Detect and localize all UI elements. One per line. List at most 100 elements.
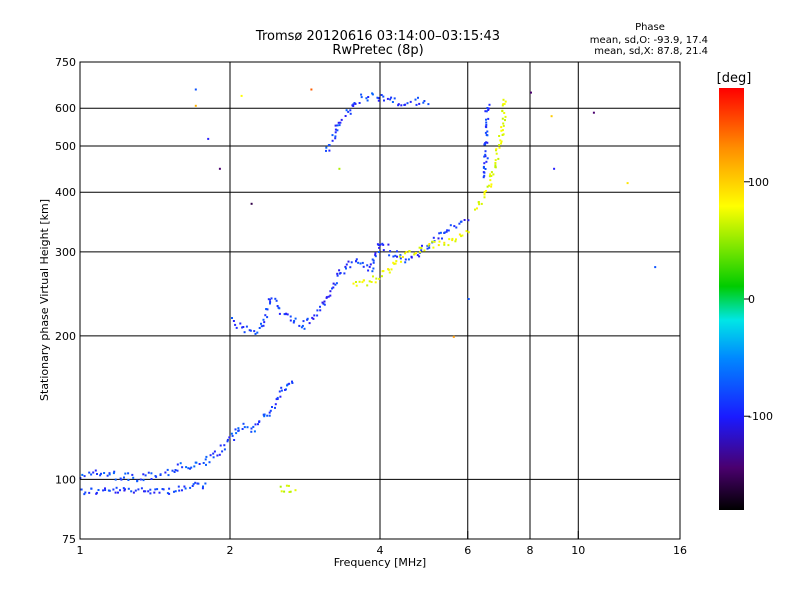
echo-point [423,249,426,252]
echo-point [386,97,389,100]
echo-point [484,168,487,170]
echo-point [268,411,271,414]
echo-point [404,261,407,264]
echo-point [375,277,378,280]
echo-point [371,93,374,96]
noise-point [592,111,595,114]
echo-point [433,240,436,243]
noise-point [338,167,341,170]
colorbar [719,88,744,510]
echo-point [365,97,368,100]
echo-point [104,487,106,490]
echo-point [432,236,435,239]
data-points [79,88,657,496]
echo-point [287,484,290,487]
echo-point [90,487,93,490]
echo-point [421,244,423,247]
echo-point [88,471,91,474]
echo-point [488,103,491,106]
echo-point [143,490,145,493]
echo-point [253,430,256,433]
echo-point [451,237,454,240]
echo-point [114,478,117,481]
echo-point [155,475,158,478]
echo-point [241,428,244,430]
noise-point [218,167,221,170]
echo-point [96,473,98,475]
echo-point [439,231,442,234]
echo-point [377,97,380,100]
echo-point [401,256,404,258]
noise-point [654,266,657,269]
echo-point [438,232,441,235]
echo-point [488,184,490,187]
echo-point [368,265,371,268]
echo-point [81,473,84,476]
echo-point [221,450,224,453]
echo-point [499,139,502,142]
echo-point [177,485,180,488]
echo-point [243,331,246,334]
echo-point [343,272,346,275]
echo-point [454,240,457,243]
echo-point [139,478,142,481]
x-tick-label: 16 [673,544,687,557]
echo-point [345,263,348,266]
echo-point [428,246,431,249]
echo-point [136,480,139,483]
echo-point [378,246,381,249]
echo-point [279,485,282,488]
echo-point [325,149,327,152]
echo-point [283,490,286,493]
echo-point [366,264,369,267]
echo-point [264,314,267,317]
echo-point [361,261,364,264]
echo-point [90,473,93,476]
echo-point [173,471,176,473]
echo-point [329,294,332,297]
echo-point [372,261,375,264]
echo-point [322,302,325,305]
echo-point [275,398,278,401]
echo-point [301,324,304,327]
noise-point [467,298,470,300]
echo-point [382,270,385,272]
echo-point [501,129,504,132]
echo-point [102,489,105,492]
echo-point [162,488,165,491]
echo-point [219,444,222,447]
echo-point [140,487,143,490]
echo-point [294,317,297,320]
echo-point [463,219,466,221]
chart-subtitle: RwPretec (8p) [332,43,423,58]
echo-point [486,185,489,188]
echo-point [390,96,393,99]
echo-point [269,301,272,303]
echo-point [280,386,283,389]
echo-point [328,144,331,147]
echo-point [123,476,125,479]
echo-point [137,488,140,491]
echo-point [280,389,283,392]
echo-point [336,124,339,127]
echo-point [117,491,119,494]
echo-point [495,149,497,152]
echo-point [127,479,130,481]
echo-point [451,239,454,242]
echo-point [284,388,286,391]
echo-point [489,173,492,176]
echo-point [228,436,231,439]
echo-point [381,275,383,278]
echo-point [285,312,288,315]
echo-point [334,128,337,131]
echo-point [404,252,407,255]
echo-point [150,472,153,475]
echo-point [223,448,226,451]
echo-point [269,409,272,412]
echo-point [334,283,337,286]
echo-point [302,320,305,323]
x-tick-label: 2 [227,544,234,557]
echo-point [308,322,311,325]
echo-point [344,265,347,268]
